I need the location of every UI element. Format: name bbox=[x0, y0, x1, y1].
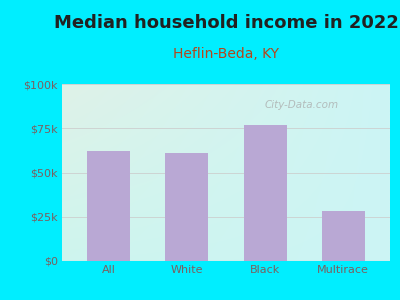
Bar bbox=[87, 151, 130, 261]
Text: City-Data.com: City-Data.com bbox=[264, 100, 338, 110]
Text: Median household income in 2022: Median household income in 2022 bbox=[54, 14, 398, 32]
Bar bbox=[166, 153, 208, 261]
Bar bbox=[244, 125, 286, 261]
Bar bbox=[322, 212, 365, 261]
Text: Heflin-Beda, KY: Heflin-Beda, KY bbox=[173, 46, 279, 61]
